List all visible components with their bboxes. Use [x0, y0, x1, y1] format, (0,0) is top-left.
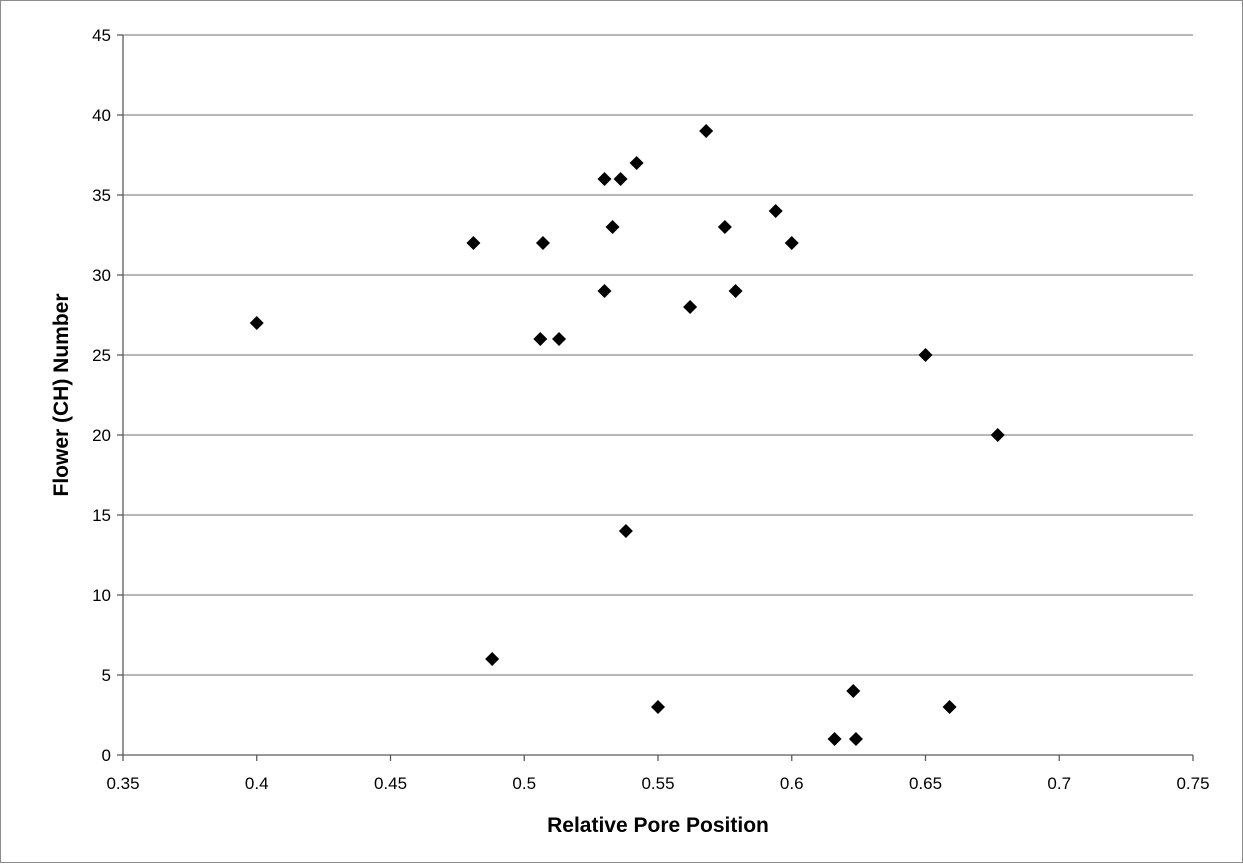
data-point	[535, 236, 550, 250]
data-point	[597, 284, 612, 298]
data-point	[784, 236, 799, 250]
data-point	[613, 172, 628, 186]
y-tick-label: 30	[92, 266, 111, 285]
data-point	[629, 156, 644, 170]
data-point	[618, 524, 633, 538]
tick-labels: 0 5 10 15 20 25 30 35 40 45 0.35 0.4 0.45 0.5 0.55 0.6 0…	[92, 26, 1209, 793]
data-point	[768, 204, 783, 218]
data-point	[485, 652, 500, 666]
y-tick-label: 40	[92, 106, 111, 125]
data-point	[683, 300, 698, 314]
y-tick-label: 25	[92, 346, 111, 365]
y-tick-label: 10	[92, 586, 111, 605]
x-tick-label: 0.75	[1176, 774, 1209, 793]
data-point	[942, 700, 957, 714]
data-point	[848, 732, 863, 746]
y-tick-label: 45	[92, 26, 111, 45]
y-axis-title: Flower (CH) Number	[50, 293, 73, 496]
y-tick-label: 5	[102, 666, 111, 685]
data-point	[827, 732, 842, 746]
x-tick-label: 0.45	[374, 774, 407, 793]
x-tick-label: 0.55	[641, 774, 674, 793]
y-tick-label: 15	[92, 506, 111, 525]
x-tick-label: 0.35	[106, 774, 139, 793]
data-point	[533, 332, 548, 346]
data-point	[918, 348, 933, 362]
axes	[117, 34, 1194, 761]
data-points	[249, 124, 1005, 746]
x-tick-label: 0.6	[780, 774, 804, 793]
x-axis-title: Relative Pore Position	[547, 814, 769, 837]
data-point	[597, 172, 612, 186]
data-point	[728, 284, 743, 298]
data-point	[605, 220, 620, 234]
data-point	[990, 428, 1005, 442]
gridlines	[123, 34, 1193, 676]
y-tick-label: 0	[102, 746, 111, 765]
y-tick-label: 35	[92, 186, 111, 205]
data-point	[699, 124, 714, 138]
data-point	[466, 236, 481, 250]
data-point	[717, 220, 732, 234]
x-tick-label: 0.7	[1047, 774, 1071, 793]
data-point	[846, 684, 861, 698]
x-tick-label: 0.5	[512, 774, 536, 793]
x-tick-label: 0.65	[909, 774, 942, 793]
x-tick-label: 0.4	[245, 774, 269, 793]
data-point	[249, 316, 264, 330]
data-point	[552, 332, 567, 346]
y-tick-label: 20	[92, 426, 111, 445]
data-point	[651, 700, 665, 714]
